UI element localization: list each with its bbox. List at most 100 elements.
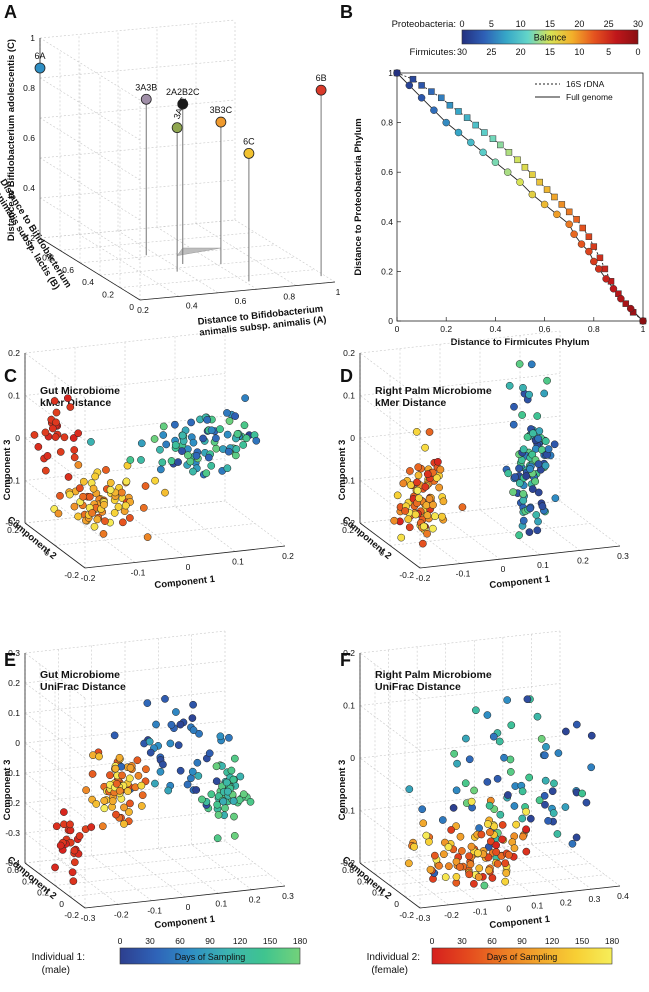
panel-b-full-genome-point: [626, 304, 635, 313]
panel-f-point: [587, 763, 596, 772]
panel-c-point: [64, 473, 73, 481]
panel-c-point: [240, 421, 249, 430]
panel-c-point: [207, 461, 216, 470]
panel-f-point: [540, 751, 549, 760]
panel-c-point: [87, 438, 95, 446]
panel-f-point: [419, 819, 428, 828]
panel-d-point: [422, 501, 431, 510]
panel-d-point: [519, 496, 528, 505]
panel-f-point: [510, 844, 519, 852]
panel-d-point: [423, 529, 431, 538]
panel-b-colorbar: [461, 29, 639, 45]
panel-a-grid-line: [119, 269, 316, 288]
panel-d-point: [538, 502, 547, 511]
panel-d-point: [544, 445, 553, 453]
panel-e-point: [227, 766, 236, 775]
panel-c-point: [223, 409, 231, 417]
panel-e-z-tick-label: 0.1: [8, 708, 20, 718]
panel-b-colorbar-bottom-tick: 15: [545, 47, 555, 57]
panel-b-colorbar-center-label: Balance: [534, 33, 567, 43]
panel-d-point: [404, 515, 413, 524]
legend-ind2-title: Individual 2:: [367, 952, 420, 963]
panel-c-grid-line: [24, 437, 86, 484]
panel-e-point: [69, 877, 78, 886]
panel-a-point: [177, 98, 189, 110]
panel-c-point: [56, 491, 64, 500]
panel-d-grid-line: [359, 395, 421, 441]
panel-label-d: D: [340, 366, 353, 386]
panel-e-point: [120, 803, 128, 812]
panel-d-point: [413, 486, 422, 495]
panel-a-point: [243, 147, 255, 159]
panel-c-point: [199, 434, 207, 443]
panel-c-point: [74, 461, 83, 469]
panel-e-point: [188, 714, 197, 722]
panel-f-point: [525, 773, 534, 782]
panel-f-point: [587, 731, 596, 740]
panel-e-point: [194, 772, 203, 780]
panel-b-colorbar-bottom-label: Firmicutes:: [410, 47, 456, 58]
panel-d-point: [423, 470, 432, 478]
panel-d-grid-line: [359, 415, 561, 439]
panel-f-point: [578, 789, 586, 798]
panel-c-point: [158, 458, 167, 467]
panel-d-point: [533, 412, 542, 420]
panel-a-point-label: 3B3C: [210, 105, 233, 115]
panel-b-full-genome-point: [467, 138, 475, 147]
panel-f-point: [493, 774, 502, 783]
panel-b-full-genome-point: [393, 69, 401, 77]
panel-e-point: [82, 786, 90, 794]
panel-d-point: [412, 428, 421, 436]
panel-e-x-tick-label: -0.1: [147, 906, 162, 916]
panel-c-point: [156, 445, 164, 454]
panel-d-point: [532, 511, 541, 519]
panel-b-16s-point: [497, 141, 504, 149]
panel-d-point: [534, 488, 543, 497]
legend-ind1-tick-label: 180: [293, 936, 307, 946]
panel-a-grid-line: [156, 226, 258, 290]
panel-c-y-tick-label: -0.2: [64, 570, 79, 580]
panel-c-point: [101, 517, 109, 525]
panel-c-grid-line: [54, 523, 256, 546]
panel-f-point: [472, 706, 480, 715]
panel-c-point: [79, 477, 88, 486]
panel-f-point: [502, 869, 511, 877]
panel-c-point: [252, 436, 261, 445]
panel-f-point: [498, 821, 507, 829]
panel-b-colorbar-top-label: Proteobacteria:: [392, 19, 456, 30]
panel-e-point: [219, 797, 228, 806]
panel-f-point: [484, 820, 492, 828]
panel-a-point-label: 6C: [243, 136, 255, 146]
legend-ind1-bar-label: Days of Sampling: [175, 952, 246, 962]
panel-f-point: [526, 814, 535, 823]
panel-d-z-tick-label: 0.2: [343, 348, 355, 358]
panel-e-point: [222, 778, 231, 787]
panel-f-point: [506, 768, 515, 776]
panel-d-point: [540, 389, 549, 398]
panel-c-point: [184, 451, 192, 460]
panel-e-point: [52, 822, 61, 831]
panel-f-z-tick-label: 0: [350, 753, 355, 763]
panel-b-16s-point: [601, 265, 609, 273]
panel-d-point: [531, 477, 540, 486]
panel-e-point: [137, 781, 146, 790]
panel-f-y-tick-label: 0.6: [342, 865, 354, 875]
panel-e-point: [126, 764, 135, 772]
panel-f-point: [452, 857, 461, 866]
panel-c-point: [102, 466, 110, 474]
panel-c-point: [50, 397, 59, 405]
legend-ind1-colorbar: [119, 947, 301, 965]
panel-f-grid-line: [359, 683, 561, 706]
panel-label-f: F: [340, 650, 351, 670]
panel-d-title: Right Palm Microbiome kMer Distance: [375, 385, 492, 409]
panel-c-point: [242, 434, 251, 443]
panel-e-point: [174, 741, 183, 749]
panel-b-y-tick-label: 0: [388, 316, 393, 326]
panel-f-point: [452, 786, 461, 795]
panel-d-point: [458, 503, 467, 512]
panel-b-16s-point: [573, 216, 580, 223]
panel-c-point: [189, 438, 198, 447]
panel-e-point: [110, 731, 119, 740]
panel-f-point: [483, 778, 492, 786]
